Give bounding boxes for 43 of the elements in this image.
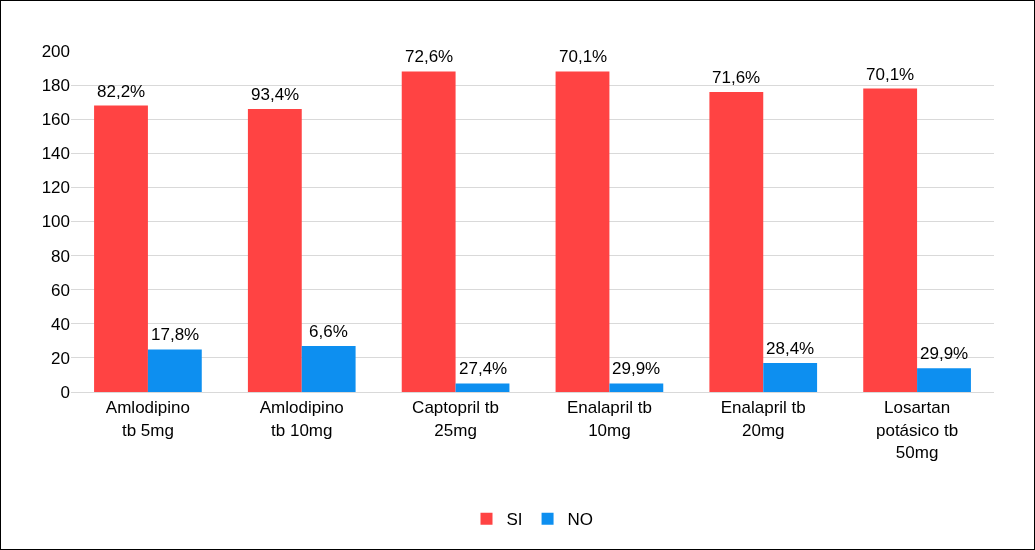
bar: [609, 383, 664, 392]
x-tick-label: Losartan potásico tb 50mg: [875, 398, 959, 462]
annotation: 72,6%: [405, 47, 454, 66]
y-tick-label: 40: [51, 314, 70, 334]
x-tick-label: Enalapril tb 10mg: [566, 398, 652, 440]
annotation: 17,8%: [151, 325, 200, 344]
bar: [94, 105, 148, 392]
annotation: 71,6%: [712, 68, 761, 87]
y-tick-label: 60: [51, 280, 70, 300]
annotation: 27,4%: [459, 359, 508, 378]
x-tick-label: Enalapril tb 20mg: [720, 398, 806, 440]
bar: [401, 71, 456, 392]
annotation: 70,1%: [559, 47, 608, 66]
bar: [709, 91, 764, 392]
legend-label: NO: [567, 510, 594, 530]
y-tick-label: 20: [51, 348, 70, 368]
annotation: 6,6%: [309, 322, 348, 341]
y-tick-label: 160: [41, 110, 70, 130]
bar: [147, 349, 202, 392]
bar: [863, 88, 918, 392]
bar: [763, 363, 818, 392]
bar: [917, 368, 971, 392]
x-tick-label: Captopril tb 25mg: [412, 398, 500, 440]
x-tick-label: Amlodipino tb 5mg: [105, 398, 190, 440]
bar: [455, 383, 510, 392]
annotation: 70,1%: [866, 65, 915, 84]
annotation: 29,9%: [920, 344, 969, 363]
y-tick-label: 120: [41, 178, 70, 198]
annotation: 29,9%: [612, 359, 661, 378]
annotation: 82,2%: [97, 82, 146, 101]
annotation: 28,4%: [766, 339, 815, 358]
y-tick-label: 0: [60, 382, 70, 402]
bar: [247, 108, 302, 392]
legend-label: SI: [506, 510, 523, 530]
y-tick-label: 140: [41, 144, 70, 164]
bar: [301, 345, 356, 392]
y-tick-label: 100: [41, 212, 70, 232]
x-tick-label: Amlodipino tb 10mg: [259, 398, 344, 440]
y-tick-label: 180: [41, 76, 70, 96]
y-tick-label: 200: [41, 41, 70, 61]
bar: [555, 71, 610, 392]
y-tick-label: 80: [51, 246, 70, 266]
annotation: 93,4%: [251, 85, 300, 104]
